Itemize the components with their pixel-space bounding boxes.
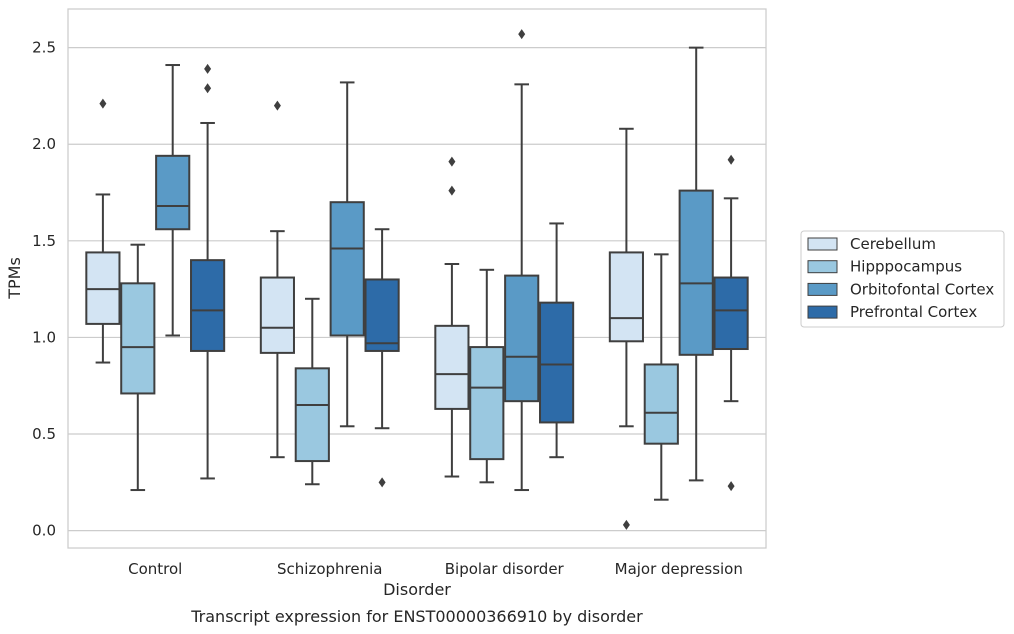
box-prefrontal-cortex [190, 63, 226, 480]
legend-swatch [807, 305, 838, 319]
box-groups [85, 29, 749, 530]
box-cerebellum [608, 127, 644, 530]
x-axis-title: Disorder [383, 580, 451, 599]
box-cerebellum [259, 100, 295, 459]
box-prefrontal-cortex [364, 228, 400, 488]
outlier-point [378, 477, 386, 488]
y-axis-tick-labels: 0.0 0.5 1.0 1.5 2.0 2.5 [32, 39, 56, 540]
outlier-point [273, 100, 281, 111]
iqr-box [294, 367, 330, 463]
box-hipppocampus [643, 253, 679, 501]
iqr-box [155, 154, 191, 231]
outlier-point [448, 185, 456, 196]
legend-label: Prefrontal Cortex [850, 303, 977, 321]
iqr-box [643, 363, 679, 445]
iqr-box [713, 276, 749, 351]
box-hipppocampus [120, 243, 156, 492]
x-tick-label: Bipolar disorder [445, 560, 565, 578]
box-hipppocampus [294, 297, 330, 486]
legend-frame [800, 230, 1005, 328]
y-tick-label: 0.0 [32, 522, 56, 540]
outlier-point [204, 83, 212, 94]
legend-label: Cerebellum [850, 235, 936, 253]
x-tick-label: Schizophrenia [277, 560, 382, 578]
iqr-box [259, 276, 295, 354]
outlier-point [204, 63, 212, 74]
iqr-box [329, 201, 365, 337]
iqr-box [469, 346, 505, 461]
legend-label: Hipppocampus [850, 258, 962, 276]
outlier-point [622, 519, 630, 530]
y-tick-label: 1.0 [32, 328, 56, 346]
y-tick-label: 2.5 [32, 39, 56, 57]
y-tick-label: 1.5 [32, 232, 56, 250]
legend-swatch [807, 260, 838, 274]
iqr-box [608, 251, 644, 343]
box-hipppocampus [469, 268, 505, 484]
box-cerebellum [85, 98, 121, 364]
iqr-box [434, 324, 470, 410]
x-axis-tick-labels: Control Schizophrenia Bipolar disorder Majo… [128, 560, 743, 578]
box-prefrontal-cortex [539, 222, 575, 459]
legend: Cerebellum Hipppocampus Orbitofontal Corte… [800, 230, 1005, 328]
x-tick-label: Major depression [615, 560, 743, 578]
y-tick-label: 0.5 [32, 425, 56, 443]
legend-swatch [807, 237, 838, 251]
legend-label: Orbitofontal Cortex [850, 280, 994, 298]
box-orbitofontal-cortex [504, 29, 540, 492]
iqr-box [120, 282, 156, 395]
box-prefrontal-cortex [713, 154, 749, 492]
plot-area-frame [67, 8, 767, 549]
outlier-point [518, 29, 526, 40]
outlier-point [727, 154, 735, 165]
box-cerebellum [434, 156, 470, 478]
iqr-box [539, 301, 575, 424]
y-axis-title: TPMs [5, 257, 24, 300]
outlier-point [99, 98, 107, 109]
iqr-box [504, 274, 540, 403]
gridlines [68, 47, 766, 532]
x-tick-label: Control [128, 560, 182, 578]
box-orbitofontal-cortex [155, 64, 191, 337]
figure-caption: Transcript expression for ENST0000036691… [190, 607, 643, 626]
iqr-box [364, 278, 400, 352]
box-orbitofontal-cortex [678, 46, 714, 482]
outlier-point [448, 156, 456, 167]
outlier-point [727, 481, 735, 492]
iqr-box [678, 189, 714, 356]
iqr-box [190, 259, 226, 352]
legend-swatch [807, 282, 838, 296]
box-orbitofontal-cortex [329, 81, 365, 428]
y-tick-label: 2.0 [32, 135, 56, 153]
